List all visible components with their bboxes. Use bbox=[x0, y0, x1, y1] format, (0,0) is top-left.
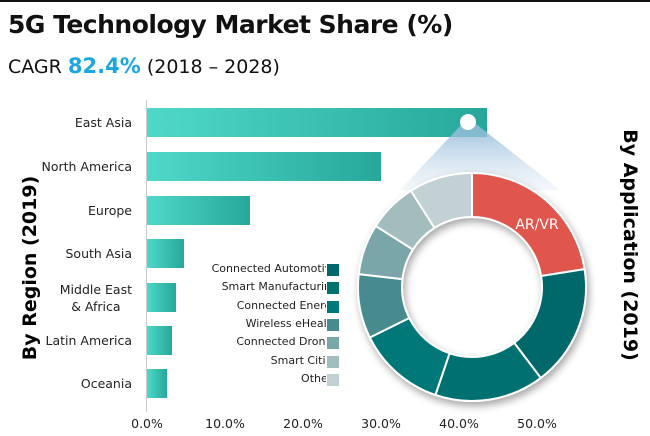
legend-swatch bbox=[326, 281, 340, 296]
category-label: Europe bbox=[88, 203, 132, 218]
x-tick-label: 40.0% bbox=[439, 416, 479, 431]
legend-swatch bbox=[326, 299, 340, 314]
legend-label: Smart Cities bbox=[270, 353, 338, 367]
legend-swatch bbox=[326, 263, 340, 277]
x-tick-label: 30.0% bbox=[361, 416, 401, 431]
subtitle: CAGR 82.4% (2018 – 2028) bbox=[8, 54, 280, 78]
legend-swatch bbox=[326, 354, 340, 369]
page-title: 5G Technology Market Share (%) bbox=[8, 10, 453, 39]
bar-3 bbox=[147, 239, 185, 268]
callout-dot bbox=[460, 114, 476, 130]
bar-6 bbox=[147, 369, 168, 398]
legend-swatch bbox=[326, 372, 340, 387]
legend-label: Connected Automotive bbox=[211, 262, 338, 275]
callout-cone bbox=[400, 124, 560, 190]
x-tick-label: 10.0% bbox=[205, 416, 245, 431]
y-axis-line bbox=[146, 100, 147, 412]
x-tick-label: 0.0% bbox=[131, 416, 163, 431]
legend-label: Wireless eHealth bbox=[245, 316, 338, 330]
category-label: Middle East & Africa bbox=[59, 281, 132, 314]
category-label: Oceania bbox=[80, 376, 132, 391]
bar-4 bbox=[147, 283, 176, 312]
category-label: East Asia bbox=[74, 115, 132, 130]
x-tick-label: 50.0% bbox=[517, 416, 557, 431]
category-label: Latin America bbox=[45, 333, 132, 348]
category-label: North America bbox=[41, 159, 133, 174]
legend-label: Connected Energy bbox=[236, 298, 338, 312]
bar-0 bbox=[147, 108, 488, 137]
cagr-label: CAGR bbox=[8, 56, 62, 78]
cagr-period: (2018 – 2028) bbox=[146, 56, 280, 78]
cagr-value: 82.4% bbox=[67, 54, 141, 78]
legend-swatch bbox=[326, 317, 340, 332]
bar-1 bbox=[147, 152, 381, 181]
bar-2 bbox=[147, 196, 250, 225]
top-border bbox=[0, 0, 650, 2]
legend-label: Connected Drones bbox=[236, 335, 338, 349]
bar-5 bbox=[147, 326, 172, 355]
slice-label: AR/VR bbox=[515, 217, 559, 233]
x-tick-label: 20.0% bbox=[283, 416, 323, 431]
slice-others bbox=[409, 171, 473, 230]
legend-label: Smart Manufacturing bbox=[221, 280, 338, 294]
category-label: South Asia bbox=[65, 246, 133, 261]
legend-swatch bbox=[326, 336, 340, 351]
